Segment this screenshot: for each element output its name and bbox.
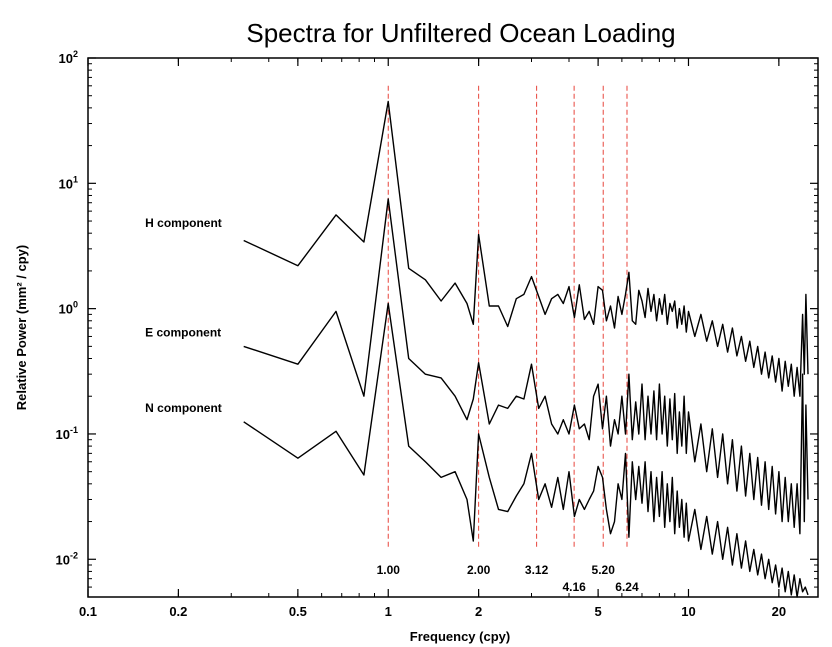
plot-frame xyxy=(87,57,819,598)
y-axis-label: Relative Power (mm² / cpy) xyxy=(14,245,29,410)
reference-line-label: 1.00 xyxy=(377,563,401,577)
x-tick-label: 10 xyxy=(681,604,695,619)
x-tick-label: 5 xyxy=(594,604,601,619)
y-tick-label: 100 xyxy=(59,300,78,317)
x-tick-label: 2 xyxy=(475,604,482,619)
reference-line-label: 4.16 xyxy=(562,580,586,594)
reference-line-label: 2.00 xyxy=(467,563,491,577)
reference-lines xyxy=(387,85,628,548)
reference-line-label: 6.24 xyxy=(615,580,639,594)
reference-line-label: 3.12 xyxy=(525,563,549,577)
y-axis-ticks: 10-2 10-1 100 101 102 xyxy=(56,49,818,598)
x-axis-label: Frequency (cpy) xyxy=(410,629,510,644)
series-label: H component xyxy=(145,216,222,230)
y-tick-label: 102 xyxy=(59,49,78,66)
series-line-n-component xyxy=(243,302,809,598)
x-tick-label: 0.2 xyxy=(169,604,187,619)
x-axis-ticks: 0.1 0.2 0.5 1 2 5 10 20 xyxy=(79,58,786,619)
x-tick-label: 0.1 xyxy=(79,604,97,619)
reference-line-labels: 1.00 2.00 3.12 4.16 5.20 6.24 xyxy=(377,563,639,594)
y-tick-label: 10-1 xyxy=(56,425,78,442)
series-label: N component xyxy=(145,401,222,415)
series-line-h-component xyxy=(243,100,809,397)
x-tick-label: 0.5 xyxy=(289,604,307,619)
x-tick-label: 20 xyxy=(772,604,786,619)
series-lines xyxy=(243,100,809,598)
reference-line-label: 5.20 xyxy=(592,563,616,577)
y-tick-label: 10-2 xyxy=(56,550,78,567)
y-tick-label: 101 xyxy=(59,174,78,191)
series-line-e-component xyxy=(243,198,809,535)
series-label: E component xyxy=(145,325,221,339)
x-tick-label: 1 xyxy=(385,604,392,619)
series-labels: H component E component N component xyxy=(145,216,222,415)
chart-title: Spectra for Unfiltered Ocean Loading xyxy=(246,18,675,48)
